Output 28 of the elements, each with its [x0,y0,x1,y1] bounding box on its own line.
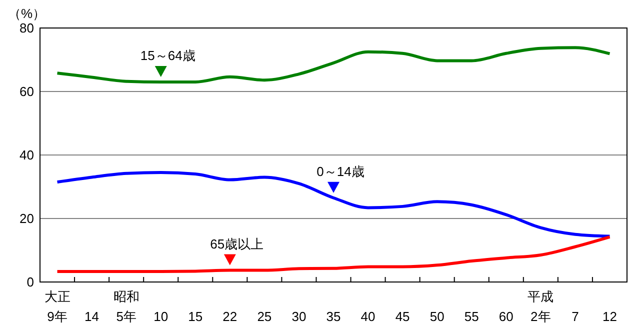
annotation: 65歳以上 [210,236,264,252]
y-tick-label: 80 [20,20,34,36]
y-tick-label: 20 [20,211,34,226]
y-tick-label: 40 [20,148,34,163]
x-tick-label: 60 [498,309,514,324]
x-tick-label: 15 [188,309,203,324]
x-tick-label: 30 [292,309,306,324]
line-series [56,46,612,84]
y-tick-label: 0 [26,274,34,290]
x-tick-label: 25 [257,309,272,324]
annotation: 0～14歳 [316,164,364,179]
y-axis-title: （%） [8,6,46,21]
x-tick-label: 12 [602,309,617,324]
x-tick-label: 10 [154,309,168,324]
x-tick-label: 55 [464,309,479,324]
x-tick-label: 45 [395,309,410,324]
x-tick-label: 7 [572,309,579,324]
x-tick-label: 14 [84,309,100,324]
x-tick-label: 40 [360,309,376,324]
x-tick-label: 昭和 5年 [113,289,140,324]
annotation: 15～64歳 [140,48,196,63]
line-series [56,235,612,274]
y-tick-label: 60 [20,84,34,100]
x-tick-label: 平成 2年 [528,289,554,324]
x-tick-label: 22 [222,309,238,324]
x-tick-label: 大正 9年 [44,289,70,324]
x-tick-label: 35 [326,309,341,324]
x-tick-label: 50 [430,309,444,324]
